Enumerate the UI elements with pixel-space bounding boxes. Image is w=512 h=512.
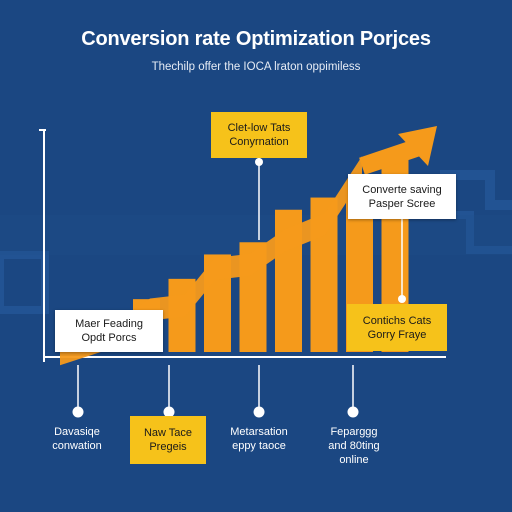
callout-line: Converte saving (362, 183, 442, 196)
bottom-label-line: and 80ting (328, 440, 380, 452)
connector-bottom-dot (72, 406, 84, 418)
connector-bottom-dot (163, 406, 175, 418)
callout-line: Maer Feading (75, 318, 143, 330)
bottom-label-line: Pregeis (149, 441, 187, 453)
bottom-label-line: Davasiqe (54, 426, 100, 438)
callout-line: Gorry Fraye (367, 328, 427, 341)
axes (39, 129, 446, 362)
callout-line: Contichs Cats (362, 314, 432, 327)
bottom-label-line: Metarsation (230, 426, 288, 438)
bottom-label-line: online (339, 454, 369, 466)
connector-bottom-dot (347, 406, 359, 418)
connectors (72, 158, 406, 418)
page-title: Conversion rate Optimization Porjces (81, 28, 431, 50)
bottom-label-4: Feparggg and 80ting online (314, 425, 394, 467)
callout-top-center: Clet-low Tats Conyrnation (211, 112, 307, 158)
callout-left: Maer Feading Opdt Porcs (55, 310, 163, 352)
callout-line: Conyrnation (229, 136, 289, 148)
bottom-label-line: eppy taoce (232, 440, 286, 452)
bottom-label-line: Naw Tace (143, 427, 193, 439)
trend-arrow-shaft (359, 137, 425, 175)
page-subtitle: Thechilp offer the IOCA lraton oppimiles… (151, 61, 361, 73)
callout-right: Contichs Cats Gorry Fraye (347, 304, 447, 351)
bottom-label-line: Feparggg (330, 426, 378, 438)
bottom-label-2: Naw Tace Pregeis (130, 416, 206, 464)
callout-top-right: Converte saving Pasper Scree (348, 174, 456, 219)
bottom-label-3: Metarsation eppy taoce (216, 425, 302, 453)
callout-line: Pasper Scree (368, 197, 436, 210)
trend-arrow-head (398, 126, 437, 166)
connector-dot (255, 158, 263, 166)
bottom-label-1: Davasiqe conwation (36, 425, 118, 453)
connector-dot (398, 295, 406, 303)
callout-line: Clet-low Tats (227, 122, 291, 134)
connector-bottom-dot (253, 406, 265, 418)
callout-line: Opdt Porcs (81, 332, 137, 344)
bottom-label-line: conwation (52, 440, 102, 452)
